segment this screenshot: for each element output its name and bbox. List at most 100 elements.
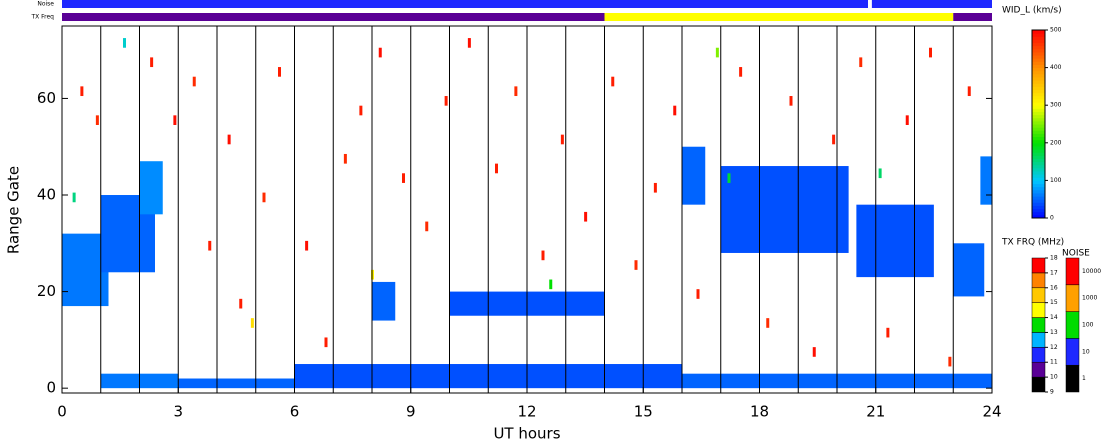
noise-colorbar-band: [1065, 338, 1080, 366]
colorbar-step: [1032, 58, 1045, 62]
colorbar-step: [1032, 149, 1045, 153]
echo-cell: [789, 96, 793, 106]
y-tick-label: 20: [37, 282, 56, 300]
echo-cell: [967, 86, 971, 97]
colorbar-step: [1032, 98, 1045, 103]
colorbar-step: [1032, 180, 1045, 185]
echo-cell: [208, 240, 212, 251]
colorbar-tick-label: 13: [1050, 329, 1058, 336]
colorbar-step: [1032, 124, 1045, 128]
colorbar-tick-label: 12: [1050, 344, 1058, 351]
colorbar-step: [1032, 89, 1045, 94]
noise-segment: [871, 0, 992, 8]
colorbar-step: [1032, 158, 1045, 163]
freq-colorbar-band: [1031, 287, 1046, 303]
colorbar-step: [1032, 64, 1045, 69]
colorbar-frame: [1031, 29, 1046, 219]
freq-colorbar-title: TX FRQ (MHz): [1001, 238, 1064, 248]
echo-cell: [514, 86, 518, 97]
scatter-block: [980, 156, 992, 205]
scatter-block: [720, 166, 849, 253]
colorbar-step: [1032, 61, 1045, 65]
echo-cell: [905, 115, 909, 125]
colorbar-step: [1032, 86, 1045, 91]
colorbar-step: [1032, 30, 1045, 34]
colorbar-step: [1032, 117, 1045, 122]
echo-cell: [832, 134, 836, 145]
echo-cell: [402, 173, 405, 183]
colorbar-step: [1032, 189, 1045, 194]
echo-cell: [343, 153, 347, 164]
colorbar-tick-label: 1: [1082, 375, 1086, 382]
echo-cell: [611, 76, 615, 87]
colorbar-step: [1032, 145, 1045, 150]
echo-cell: [886, 327, 890, 338]
echo-cell: [653, 182, 657, 193]
echo-cell: [495, 163, 498, 174]
colorbar-step: [1032, 192, 1045, 197]
colorbar-step: [1032, 111, 1045, 116]
colorbar-step: [1032, 205, 1045, 210]
txfreq-bar-label: TX Freq: [30, 14, 54, 21]
y-axis-title: Range Gate: [5, 166, 23, 254]
freq-colorbar-band: [1031, 272, 1046, 289]
echo-cell: [250, 318, 254, 328]
txfreq-segment: [604, 13, 954, 21]
echo-cell: [359, 105, 363, 116]
colorbar-step: [1032, 92, 1045, 97]
colorbar-step: [1032, 83, 1045, 87]
echo-cell: [634, 260, 638, 270]
noise-colorbar-band: [1065, 257, 1080, 286]
colorbar-step: [1032, 127, 1045, 131]
colorbar-step: [1032, 108, 1045, 112]
width-colorbar-title: WID_L (km/s): [1002, 6, 1062, 16]
echo-cell: [766, 318, 770, 328]
x-tick-label: 6: [290, 403, 300, 421]
colorbar-tick-label: 9: [1050, 389, 1054, 396]
echo-cell: [173, 115, 177, 125]
echo-cell: [227, 134, 231, 145]
x-tick-label: 3: [173, 403, 183, 421]
colorbar-step: [1032, 51, 1045, 56]
freq-colorbar-band: [1031, 332, 1046, 348]
echo-cell: [239, 298, 243, 309]
colorbar-tick-label: 100: [1082, 322, 1094, 329]
colorbar-step: [1032, 208, 1045, 213]
x-tick-label: 9: [406, 403, 416, 421]
colorbar-tick-label: 1000: [1082, 295, 1097, 302]
freq-colorbar-band: [1031, 317, 1046, 333]
colorbar-step: [1032, 77, 1045, 81]
txfreq-segment: [953, 13, 992, 21]
echo-cell: [80, 86, 84, 97]
colorbar-tick-label: 10000: [1082, 268, 1101, 275]
echo-cell: [467, 38, 471, 48]
colorbar-tick-label: 0: [1050, 215, 1054, 222]
freq-colorbar-band: [1031, 361, 1046, 378]
echo-cell: [444, 96, 448, 106]
x-tick-label: 15: [634, 403, 653, 421]
echo-cell: [929, 47, 932, 58]
echo-cell: [715, 47, 719, 58]
colorbar-step: [1032, 70, 1045, 75]
colorbar-step: [1032, 199, 1045, 203]
colorbar-tick-label: 15: [1050, 299, 1058, 306]
scatter-block: [682, 146, 706, 205]
echo-cell: [95, 115, 99, 125]
freq-colorbar-band: [1031, 302, 1046, 318]
echo-cell: [262, 192, 266, 203]
colorbar-tick-label: 300: [1050, 102, 1062, 109]
colorbar-step: [1032, 196, 1045, 200]
echo-cell: [696, 289, 700, 299]
colorbar-tick-label: 400: [1050, 64, 1062, 71]
x-tick-label: 18: [750, 403, 769, 421]
y-tick-label: 40: [37, 186, 56, 204]
x-tick-label: 24: [982, 403, 1001, 421]
colorbar-tick-label: 500: [1050, 27, 1062, 34]
colorbar-step: [1032, 120, 1045, 125]
echo-cell: [192, 76, 196, 87]
x-tick-label: 0: [57, 403, 67, 421]
scatter-block: [856, 204, 934, 278]
colorbar-step: [1032, 171, 1045, 175]
